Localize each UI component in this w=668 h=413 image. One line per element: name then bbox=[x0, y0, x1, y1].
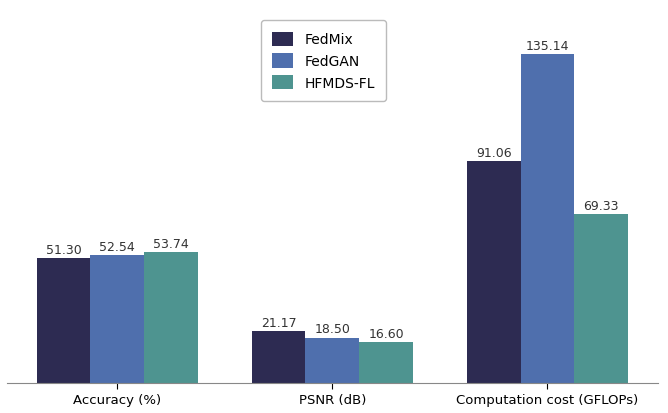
Bar bbox=[574, 215, 628, 383]
Bar bbox=[252, 331, 305, 383]
Text: 51.30: 51.30 bbox=[45, 243, 81, 256]
Bar bbox=[90, 255, 144, 383]
Bar bbox=[305, 338, 359, 383]
Text: 135.14: 135.14 bbox=[526, 40, 569, 52]
Text: 16.60: 16.60 bbox=[368, 327, 404, 340]
Text: 53.74: 53.74 bbox=[153, 237, 189, 250]
Bar bbox=[144, 252, 198, 383]
Text: 18.50: 18.50 bbox=[315, 323, 350, 335]
Text: 21.17: 21.17 bbox=[261, 316, 297, 329]
Legend: FedMix, FedGAN, HFMDS-FL: FedMix, FedGAN, HFMDS-FL bbox=[261, 21, 386, 102]
Bar bbox=[359, 342, 413, 383]
Bar bbox=[37, 259, 90, 383]
Text: 91.06: 91.06 bbox=[476, 147, 512, 159]
Text: 52.54: 52.54 bbox=[100, 240, 135, 253]
Text: 69.33: 69.33 bbox=[583, 199, 619, 212]
Bar bbox=[520, 55, 574, 383]
Bar bbox=[467, 162, 520, 383]
